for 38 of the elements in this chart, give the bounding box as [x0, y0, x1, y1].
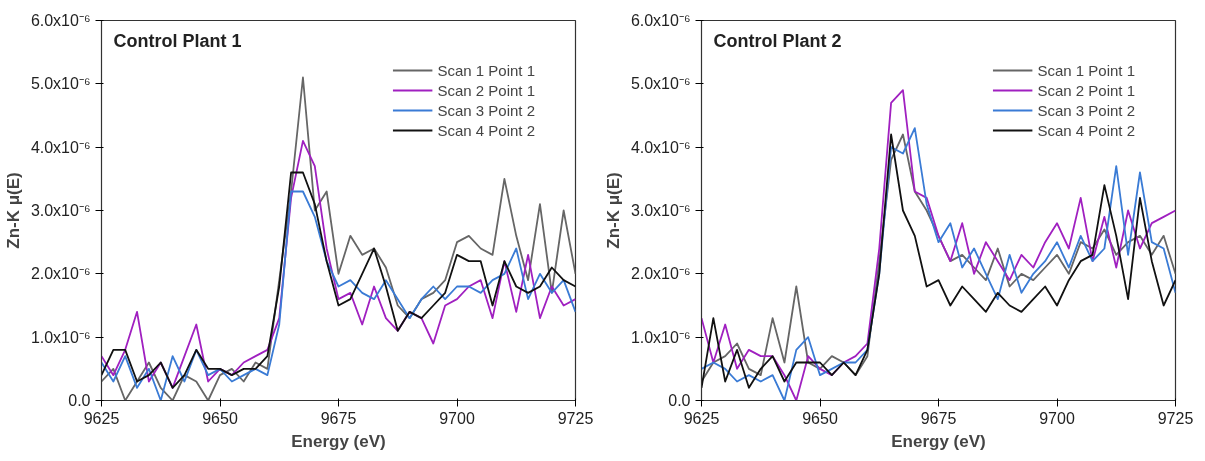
legend-label: Scan 4 Point 2 [1037, 121, 1135, 139]
y-tick-label: 4.0x10⁻⁶ [30, 138, 91, 156]
y-tick-label: 3.0x10⁻⁶ [30, 202, 91, 219]
legend-label: Scan 3 Point 2 [1037, 101, 1135, 119]
legend-label: Scan 2 Point 1 [437, 81, 535, 99]
legend-label: Scan 1 Point 1 [437, 61, 535, 79]
x-tick-label: 9725 [1157, 409, 1194, 427]
y-tick-label: 5.0x10⁻⁶ [630, 75, 691, 93]
legend-label: Scan 1 Point 1 [1037, 61, 1135, 79]
y-tick-label: 4.0x10⁻⁶ [630, 138, 691, 156]
x-tick-label: 9675 [320, 409, 357, 427]
text: Control Plant 1 [113, 30, 242, 51]
legend-label: Scan 3 Point 2 [437, 101, 535, 119]
y-tick-label: 1.0x10⁻⁶ [630, 328, 691, 346]
x-tick-label: 9625 [683, 409, 720, 427]
y-tick-label: 2.0x10⁻⁶ [630, 265, 691, 283]
x-axis-title: Energy (eV) [291, 431, 386, 451]
y-tick-label: 2.0x10⁻⁶ [30, 265, 91, 283]
y-tick-label: 0.0 [68, 392, 91, 409]
y-tick-label: 5.0x10⁻⁶ [30, 75, 91, 93]
x-tick-label: 9625 [83, 409, 120, 427]
x-tick-label: 9700 [1039, 409, 1075, 427]
y-tick-label: 1.0x10⁻⁶ [30, 328, 91, 346]
y-axis-title: Zn-K μ(E) [3, 172, 23, 249]
x-tick-label: 9725 [557, 409, 594, 427]
x-tick-label: 9650 [802, 409, 838, 427]
text: Control Plant 2 [713, 30, 842, 51]
x-tick-label: 9675 [920, 409, 957, 427]
x-axis-title: Energy (eV) [891, 431, 986, 451]
y-axis-title: Zn-K μ(E) [603, 172, 623, 249]
legend-label: Scan 2 Point 1 [1037, 81, 1135, 99]
y-tick-label: 0.0 [668, 392, 691, 409]
legend-label: Scan 4 Point 2 [437, 121, 535, 139]
y-tick-label: 3.0x10⁻⁶ [630, 202, 691, 219]
y-tick-label: 6.0x10⁻⁶ [630, 12, 691, 29]
x-tick-label: 9650 [202, 409, 238, 427]
x-tick-label: 9700 [439, 409, 475, 427]
y-tick-label: 6.0x10⁻⁶ [30, 12, 91, 29]
